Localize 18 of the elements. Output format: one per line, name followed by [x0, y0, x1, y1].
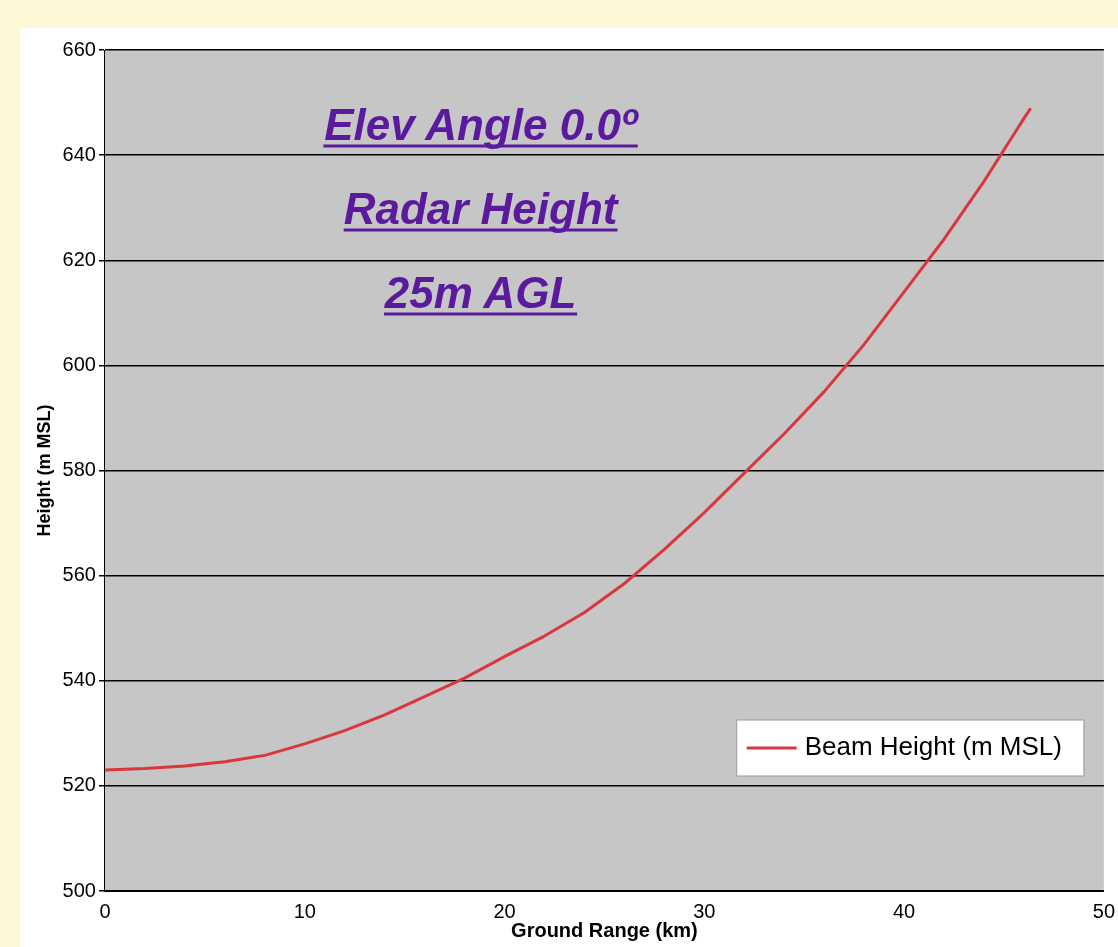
legend-label: Beam Height (m MSL): [804, 731, 1062, 762]
x-tick-label: 50: [1092, 899, 1115, 922]
y-tick-label: 540: [62, 668, 96, 691]
y-tick-label: 600: [62, 352, 96, 375]
x-tick-label: 40: [892, 899, 916, 922]
x-tick-label: 0: [99, 899, 111, 922]
y-tick-label: 520: [62, 773, 96, 796]
x-tick-label: 10: [293, 899, 316, 922]
annotation: 25m AGL: [383, 268, 577, 317]
y-tick-label: 580: [62, 458, 96, 481]
annotation: Elev Angle 0.0º: [324, 100, 639, 149]
y-axis-title: Height (m MSL): [33, 404, 54, 537]
y-tick-label: 660: [62, 37, 96, 60]
y-tick-label: 560: [62, 563, 96, 586]
y-tick-label: 640: [62, 142, 96, 165]
annotation: Radar Height: [343, 184, 620, 233]
y-tick-label: 500: [62, 878, 96, 901]
y-tick-label: 620: [62, 247, 96, 270]
